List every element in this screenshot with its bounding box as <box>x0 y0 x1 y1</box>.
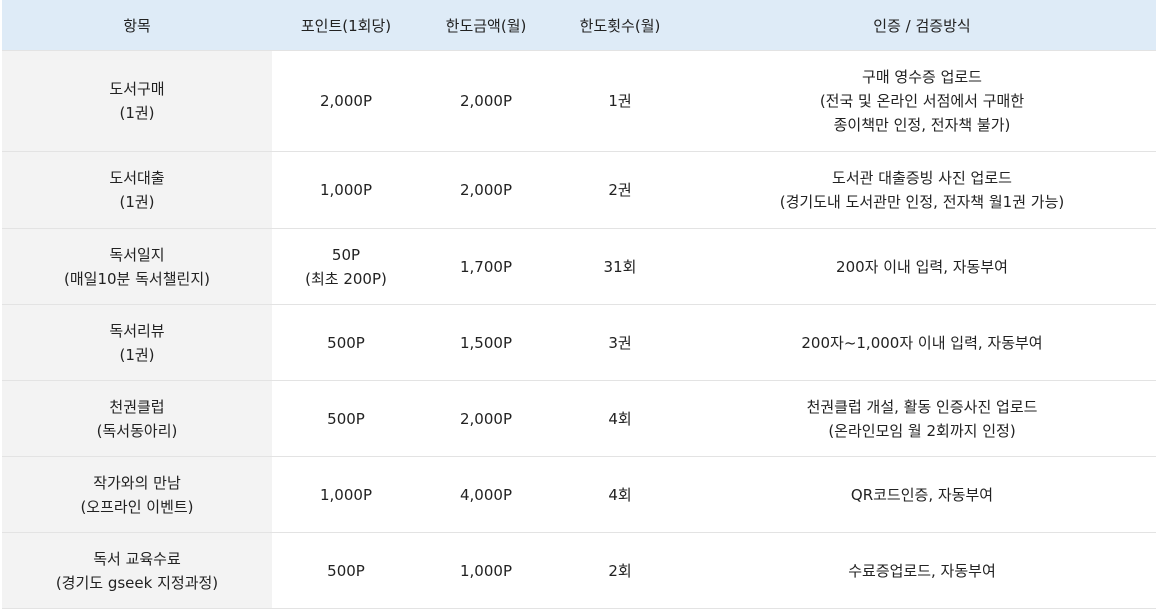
item-detail: (경기도 gseek 지정과정) <box>55 573 219 592</box>
method-line: 구매 영수증 업로드 <box>862 68 982 86</box>
item-name: 도서대출 <box>109 169 165 187</box>
method-line: 천권클럽 개설, 활동 인증사진 업로드 <box>806 397 1038 416</box>
item-name: 독서리뷰 <box>109 321 165 340</box>
method-line: 수료증업로드, 자동부여 <box>848 561 996 580</box>
method-line: 200자 이내 입력, 자동부여 <box>836 257 1008 276</box>
table-row: 천권클럽 (독서동아리) 500P 2,000P 4회 천권클럽 개설, 활동 … <box>2 380 1156 457</box>
header-limit-amount: 한도금액(월) <box>420 0 552 51</box>
limit-count-cell: 31회 <box>552 228 688 305</box>
method-line: QR코드인증, 자동부여 <box>850 485 994 504</box>
limit-count-cell: 3권 <box>552 304 688 381</box>
points-cell: 1,000P <box>272 151 420 229</box>
method-cell: 200자 이내 입력, 자동부여 <box>688 228 1156 305</box>
limit-count-cell: 4회 <box>552 380 688 457</box>
table-row: 독서 교육수료 (경기도 gseek 지정과정) 500P 1,000P 2회 … <box>2 532 1156 609</box>
method-line: (전국 및 온라인 서점에서 구매한 <box>819 92 1025 110</box>
limit-amount-cell: 2,000P <box>420 50 552 152</box>
item-detail: (1권) <box>119 345 155 364</box>
limit-amount-cell: 1,000P <box>420 532 552 609</box>
item-name: 독서일지 <box>109 245 165 264</box>
points-cell: 500P <box>272 380 420 457</box>
points-value: 2,000P <box>320 92 372 110</box>
points-cell: 50P (최초 200P) <box>272 228 420 305</box>
item-cell: 천권클럽 (독서동아리) <box>2 380 272 457</box>
table-body: 도서구매 (1권) 2,000P 2,000P 1권 구매 영수증 업로드 (전… <box>2 50 1156 609</box>
item-cell: 작가와의 만남 (오프라인 이벤트) <box>2 456 272 533</box>
header-points: 포인트(1회당) <box>272 0 420 51</box>
points-value: 1,000P <box>320 485 372 504</box>
points-value: 500P <box>327 561 365 580</box>
item-name: 독서 교육수료 <box>93 549 181 568</box>
method-cell: 도서관 대출증빙 사진 업로드 (경기도내 도서관만 인정, 전자책 월1권 가… <box>688 151 1156 229</box>
limit-amount-cell: 1,500P <box>420 304 552 381</box>
item-name: 천권클럽 <box>109 397 165 416</box>
points-value: 500P <box>327 333 365 352</box>
method-line: 200자~1,000자 이내 입력, 자동부여 <box>801 333 1043 352</box>
method-line: 종이책만 인정, 전자책 불가) <box>833 116 1011 134</box>
limit-amount-cell: 2,000P <box>420 380 552 457</box>
method-cell: 200자~1,000자 이내 입력, 자동부여 <box>688 304 1156 381</box>
method-cell: QR코드인증, 자동부여 <box>688 456 1156 533</box>
table-row: 작가와의 만남 (오프라인 이벤트) 1,000P 4,000P 4회 QR코드… <box>2 456 1156 533</box>
item-name: 작가와의 만남 <box>93 473 181 492</box>
method-cell: 수료증업로드, 자동부여 <box>688 532 1156 609</box>
table-row: 도서대출 (1권) 1,000P 2,000P 2권 도서관 대출증빙 사진 업… <box>2 151 1156 229</box>
points-cell: 500P <box>272 532 420 609</box>
points-value: 500P <box>327 409 365 428</box>
item-detail: (오프라인 이벤트) <box>80 497 194 516</box>
item-cell: 도서구매 (1권) <box>2 50 272 152</box>
header-item: 항목 <box>2 0 272 51</box>
item-detail: (1권) <box>119 193 155 211</box>
limit-count-cell: 1권 <box>552 50 688 152</box>
points-cell: 1,000P <box>272 456 420 533</box>
item-cell: 독서 교육수료 (경기도 gseek 지정과정) <box>2 532 272 609</box>
limit-count-cell: 2회 <box>552 532 688 609</box>
limit-amount-cell: 4,000P <box>420 456 552 533</box>
item-cell: 도서대출 (1권) <box>2 151 272 229</box>
header-limit-count: 한도횟수(월) <box>552 0 688 51</box>
method-line: 도서관 대출증빙 사진 업로드 <box>832 169 1012 187</box>
limit-count-cell: 2권 <box>552 151 688 229</box>
method-line: (온라인모임 월 2회까지 인정) <box>828 421 1016 440</box>
limit-amount-cell: 1,700P <box>420 228 552 305</box>
points-value: 1,000P <box>320 181 372 199</box>
table-row: 도서구매 (1권) 2,000P 2,000P 1권 구매 영수증 업로드 (전… <box>2 50 1156 152</box>
table-row: 독서리뷰 (1권) 500P 1,500P 3권 200자~1,000자 이내 … <box>2 304 1156 381</box>
table-header: 항목 포인트(1회당) 한도금액(월) 한도횟수(월) 인증 / 검증방식 <box>2 0 1156 51</box>
points-cell: 2,000P <box>272 50 420 152</box>
method-cell: 구매 영수증 업로드 (전국 및 온라인 서점에서 구매한 종이책만 인정, 전… <box>688 50 1156 152</box>
item-detail: (1권) <box>119 104 155 122</box>
limit-amount-cell: 2,000P <box>420 151 552 229</box>
points-cell: 500P <box>272 304 420 381</box>
item-detail: (독서동아리) <box>96 421 178 440</box>
table-row: 독서일지 (매일10분 독서챌린지) 50P (최초 200P) 1,700P … <box>2 228 1156 305</box>
method-line: (경기도내 도서관만 인정, 전자책 월1권 가능) <box>779 193 1065 211</box>
item-detail: (매일10분 독서챌린지) <box>64 269 210 288</box>
points-value: 50P <box>331 245 361 264</box>
header-row: 항목 포인트(1회당) 한도금액(월) 한도횟수(월) 인증 / 검증방식 <box>2 0 1156 51</box>
item-cell: 독서리뷰 (1권) <box>2 304 272 381</box>
points-note: (최초 200P) <box>305 269 387 288</box>
item-name: 도서구매 <box>109 80 165 98</box>
limit-count-cell: 4회 <box>552 456 688 533</box>
header-verification-method: 인증 / 검증방식 <box>688 0 1156 51</box>
item-cell: 독서일지 (매일10분 독서챌린지) <box>2 228 272 305</box>
method-cell: 천권클럽 개설, 활동 인증사진 업로드 (온라인모임 월 2회까지 인정) <box>688 380 1156 457</box>
